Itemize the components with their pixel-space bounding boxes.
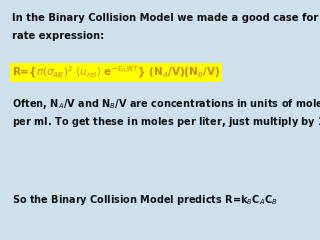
Text: In the Binary Collision Model we made a good case for the: In the Binary Collision Model we made a … [12,13,320,23]
Text: per ml. To get these in moles per liter, just multiply by 1000/N$_0$!: per ml. To get these in moles per liter,… [12,115,320,129]
Text: rate expression:: rate expression: [12,31,104,41]
Text: R={$\pi(\sigma_{AB})^2$ $\langle u_{rel}\rangle$ e$^{-E_A/RT}$} (N$_A$/V)(N$_B$/: R={$\pi(\sigma_{AB})^2$ $\langle u_{rel}… [12,65,220,80]
Text: So the Binary Collision Model predicts R=k$_B$C$_A$C$_B$: So the Binary Collision Model predicts R… [12,193,278,207]
Text: Often, N$_A$/V and N$_B$/V are concentrations in units of molecules: Often, N$_A$/V and N$_B$/V are concentra… [12,97,320,111]
